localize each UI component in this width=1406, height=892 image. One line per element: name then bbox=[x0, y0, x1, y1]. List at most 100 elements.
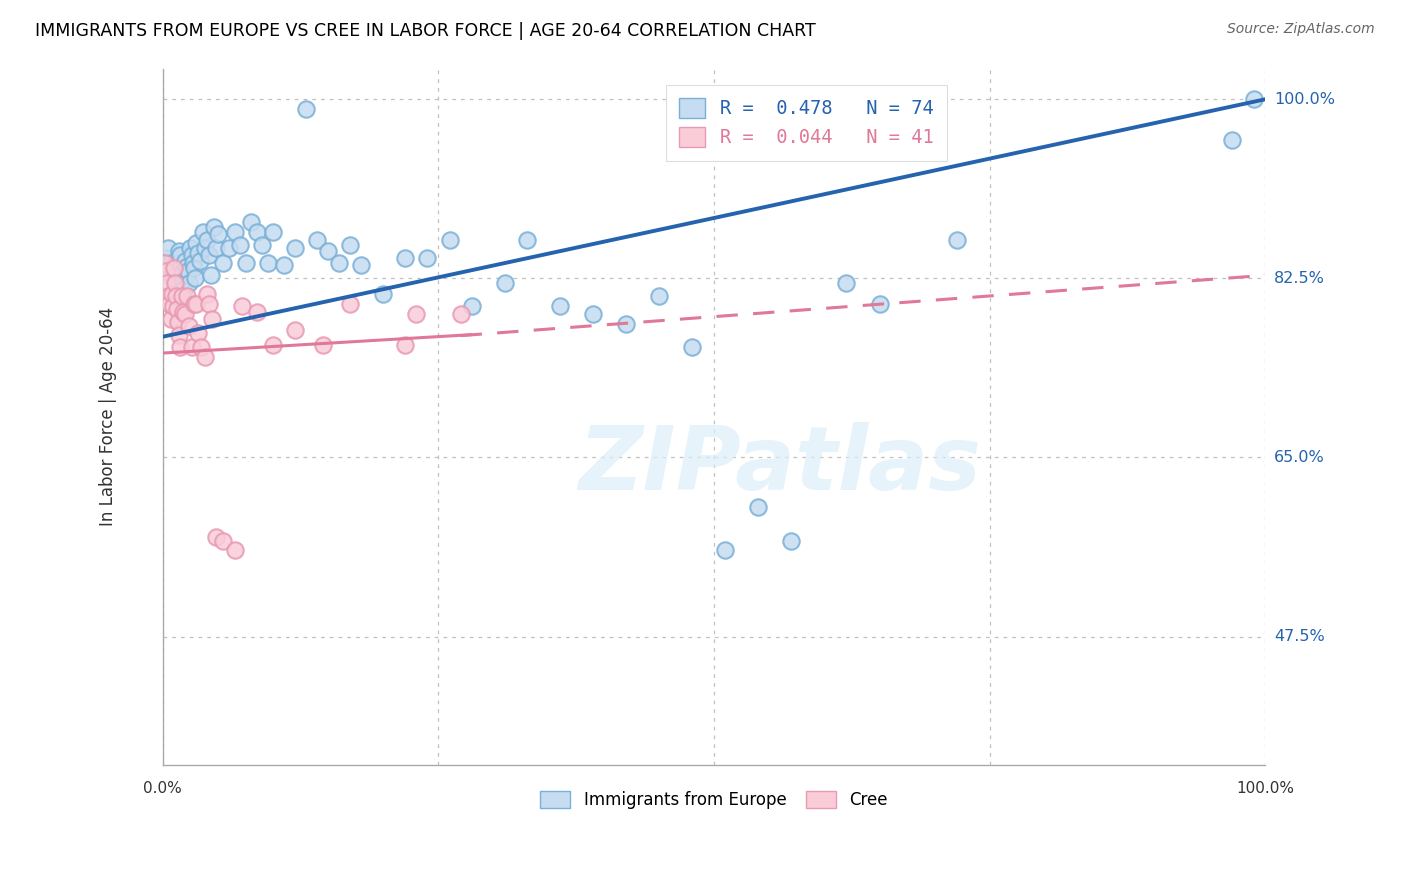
Point bbox=[394, 251, 416, 265]
Point bbox=[167, 315, 190, 329]
Point bbox=[188, 254, 211, 268]
Point bbox=[714, 542, 737, 557]
Point bbox=[339, 297, 361, 311]
Point bbox=[681, 340, 703, 354]
Point bbox=[373, 286, 395, 301]
Point bbox=[245, 225, 267, 239]
Point bbox=[184, 271, 207, 285]
Point bbox=[250, 237, 273, 252]
Point bbox=[780, 534, 803, 549]
Point bbox=[1220, 133, 1243, 147]
Point bbox=[184, 235, 207, 250]
Point bbox=[582, 307, 605, 321]
Point bbox=[284, 322, 307, 336]
Text: 100.0%: 100.0% bbox=[1236, 780, 1295, 796]
Point bbox=[256, 256, 278, 270]
Point bbox=[176, 289, 198, 303]
Point bbox=[204, 241, 226, 255]
Point bbox=[262, 225, 284, 239]
Point bbox=[174, 254, 197, 268]
Point bbox=[166, 266, 188, 280]
Point bbox=[170, 289, 193, 303]
Point bbox=[295, 103, 318, 117]
Point bbox=[179, 277, 201, 291]
Point bbox=[157, 289, 180, 303]
Point bbox=[231, 299, 253, 313]
Point bbox=[159, 297, 181, 311]
Point bbox=[350, 258, 373, 272]
Point bbox=[162, 271, 184, 285]
Point bbox=[169, 327, 191, 342]
Point bbox=[195, 234, 218, 248]
Point bbox=[179, 241, 201, 255]
Point bbox=[439, 234, 461, 248]
Point bbox=[183, 261, 205, 276]
Point bbox=[160, 286, 183, 301]
Point bbox=[191, 225, 214, 239]
Point bbox=[163, 258, 186, 272]
Text: 65.0%: 65.0% bbox=[1274, 450, 1324, 465]
Point bbox=[212, 256, 235, 270]
Point bbox=[159, 312, 181, 326]
Point bbox=[163, 264, 186, 278]
Point bbox=[167, 256, 190, 270]
Point bbox=[181, 256, 204, 270]
Point bbox=[201, 312, 224, 326]
Point bbox=[169, 248, 191, 262]
Point bbox=[460, 299, 482, 313]
Point bbox=[194, 241, 217, 255]
Point bbox=[198, 248, 221, 262]
Point bbox=[869, 297, 891, 311]
Point bbox=[179, 319, 201, 334]
Point bbox=[648, 289, 671, 303]
Text: 47.5%: 47.5% bbox=[1274, 629, 1324, 644]
Point bbox=[316, 244, 339, 258]
Point bbox=[157, 241, 180, 255]
Point bbox=[155, 251, 177, 265]
Point bbox=[198, 297, 221, 311]
Point bbox=[273, 258, 295, 272]
Point bbox=[262, 338, 284, 352]
Point bbox=[307, 234, 329, 248]
Point bbox=[516, 234, 538, 248]
Point bbox=[394, 338, 416, 352]
Point bbox=[1243, 92, 1265, 106]
Point bbox=[204, 530, 226, 544]
Point bbox=[548, 299, 571, 313]
Text: Source: ZipAtlas.com: Source: ZipAtlas.com bbox=[1227, 22, 1375, 37]
Point bbox=[172, 274, 194, 288]
Point bbox=[339, 237, 361, 252]
Point bbox=[450, 307, 472, 321]
Point bbox=[328, 256, 350, 270]
Point bbox=[162, 299, 184, 313]
Point bbox=[174, 260, 197, 274]
Point bbox=[153, 256, 176, 270]
Point bbox=[200, 268, 222, 283]
Point bbox=[184, 297, 207, 311]
Legend: Immigrants from Europe, Cree: Immigrants from Europe, Cree bbox=[533, 784, 894, 815]
Point bbox=[173, 282, 195, 296]
Point bbox=[169, 340, 191, 354]
Point bbox=[494, 277, 516, 291]
Text: IMMIGRANTS FROM EUROPE VS CREE IN LABOR FORCE | AGE 20-64 CORRELATION CHART: IMMIGRANTS FROM EUROPE VS CREE IN LABOR … bbox=[35, 22, 815, 40]
Point bbox=[187, 326, 209, 340]
Point bbox=[174, 307, 197, 321]
Point bbox=[156, 277, 179, 291]
Point bbox=[169, 244, 191, 258]
Text: ZIPatlas: ZIPatlas bbox=[579, 422, 981, 508]
Point bbox=[235, 256, 257, 270]
Point bbox=[155, 264, 177, 278]
Point bbox=[224, 225, 246, 239]
Point bbox=[180, 340, 202, 354]
Point bbox=[163, 261, 186, 276]
Point bbox=[166, 301, 188, 316]
Point bbox=[176, 268, 198, 283]
Point bbox=[194, 350, 217, 364]
Point bbox=[224, 542, 246, 557]
Point bbox=[170, 266, 193, 280]
Point bbox=[180, 248, 202, 262]
Point bbox=[945, 234, 967, 248]
Point bbox=[163, 277, 186, 291]
Point bbox=[195, 286, 218, 301]
Point bbox=[240, 215, 263, 229]
